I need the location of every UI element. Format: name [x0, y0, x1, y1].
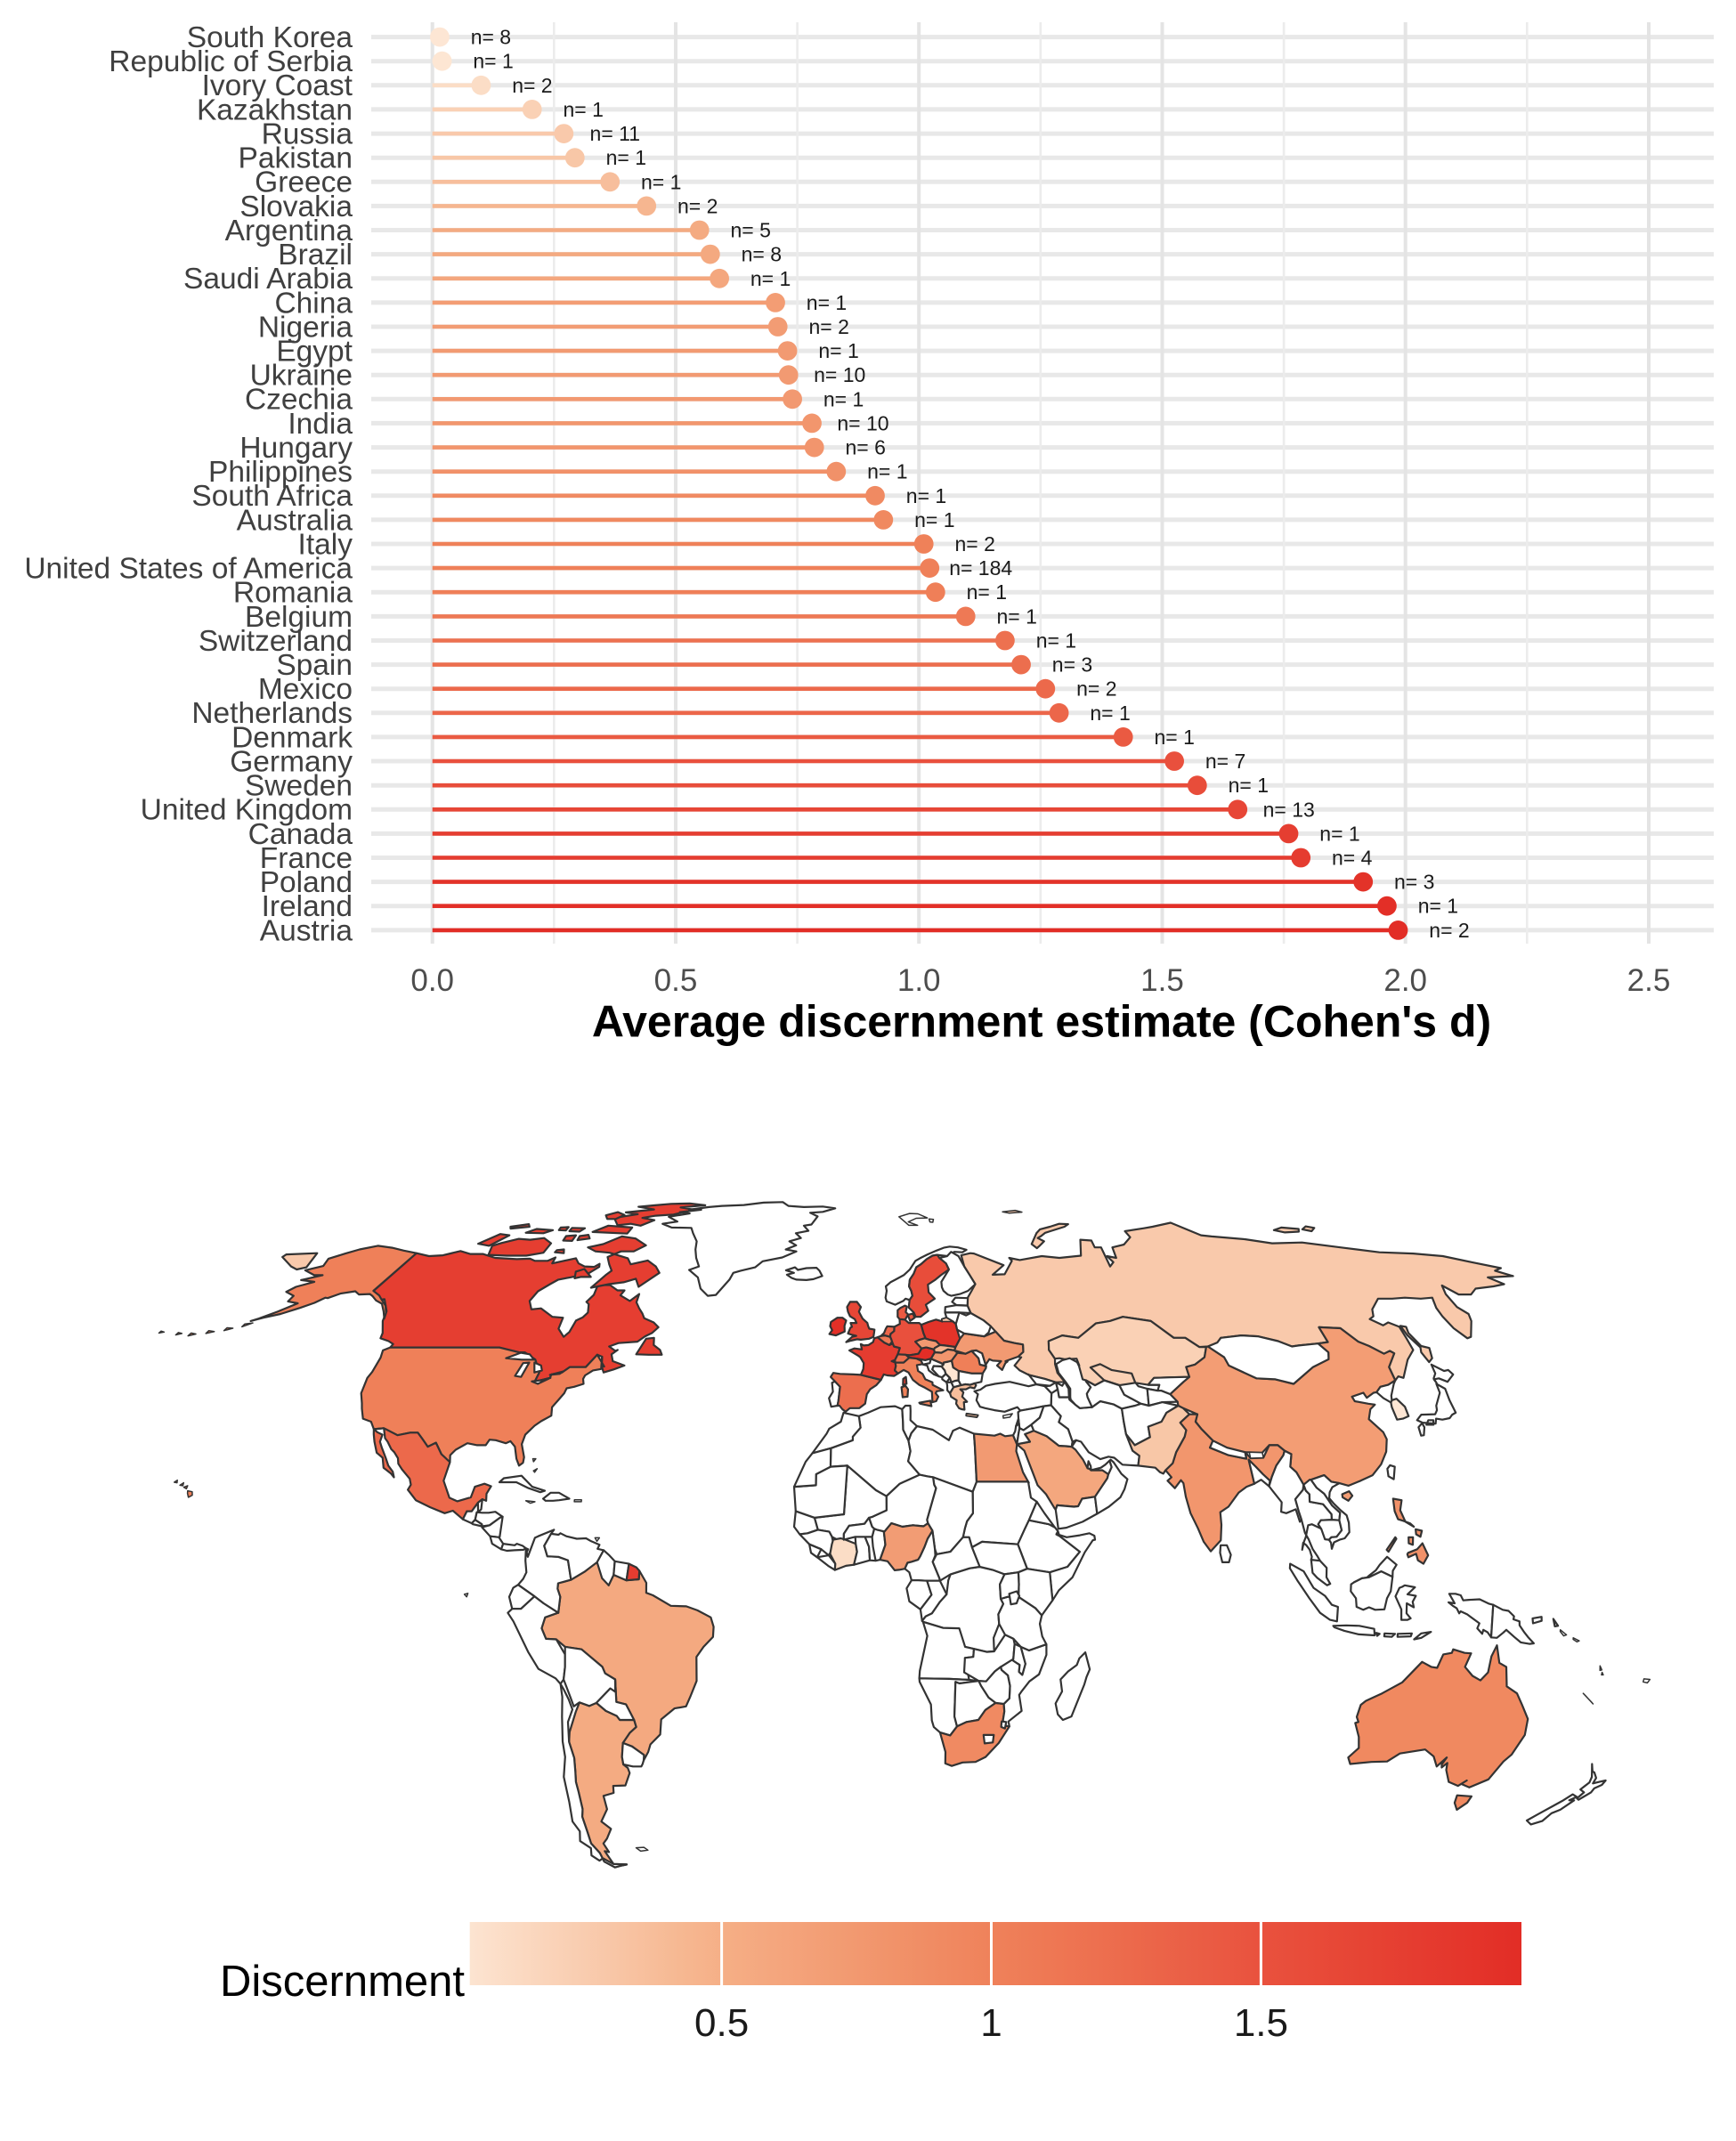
svg-text:Ireland: Ireland — [262, 890, 353, 923]
svg-text:n= 4: n= 4 — [1332, 847, 1373, 870]
svg-text:n= 11: n= 11 — [590, 122, 641, 145]
svg-text:1.5: 1.5 — [1140, 963, 1184, 998]
svg-text:n= 1: n= 1 — [563, 98, 603, 121]
svg-text:Belgium: Belgium — [245, 601, 353, 634]
svg-text:n= 184: n= 184 — [949, 556, 1012, 580]
svg-text:n= 1: n= 1 — [1229, 774, 1269, 797]
svg-text:Saudi Arabia: Saudi Arabia — [183, 263, 353, 296]
svg-text:n= 1: n= 1 — [1036, 629, 1076, 653]
svg-text:Argentina: Argentina — [225, 215, 353, 247]
svg-text:United States of America: United States of America — [24, 553, 353, 586]
svg-text:0.0: 0.0 — [410, 963, 454, 998]
svg-text:2.0: 2.0 — [1383, 963, 1427, 998]
svg-text:n= 1: n= 1 — [996, 604, 1036, 628]
svg-text:0.5: 0.5 — [694, 2001, 749, 2045]
svg-text:1: 1 — [980, 2001, 1002, 2045]
svg-text:n= 1: n= 1 — [807, 291, 847, 314]
svg-text:n= 10: n= 10 — [814, 363, 865, 386]
svg-text:Average discernment estimate (: Average discernment estimate (Cohen's d) — [592, 997, 1491, 1047]
svg-text:Pakistan: Pakistan — [239, 142, 353, 175]
svg-text:Austria: Austria — [260, 914, 353, 947]
svg-text:Germany: Germany — [230, 745, 353, 778]
svg-text:n= 2: n= 2 — [954, 532, 994, 556]
svg-text:Nigeria: Nigeria — [258, 311, 353, 344]
svg-text:Poland: Poland — [260, 866, 353, 899]
svg-text:Brazil: Brazil — [278, 239, 353, 272]
svg-text:n= 2: n= 2 — [1076, 677, 1116, 701]
svg-text:Greece: Greece — [255, 166, 353, 199]
svg-text:Sweden: Sweden — [245, 770, 353, 803]
svg-text:Discernment: Discernment — [220, 1958, 465, 2006]
svg-text:1.5: 1.5 — [1234, 2001, 1288, 2045]
svg-text:n= 1: n= 1 — [967, 580, 1007, 604]
svg-text:Hungary: Hungary — [239, 432, 353, 465]
svg-text:n= 1: n= 1 — [1154, 726, 1194, 749]
svg-text:France: France — [260, 842, 353, 875]
svg-text:n= 2: n= 2 — [512, 74, 552, 97]
svg-text:2.5: 2.5 — [1627, 963, 1671, 998]
svg-text:1.0: 1.0 — [897, 963, 941, 998]
svg-text:n= 10: n= 10 — [837, 411, 888, 434]
svg-text:n= 1: n= 1 — [641, 170, 681, 193]
svg-text:Denmark: Denmark — [231, 721, 353, 754]
svg-text:Slovakia: Slovakia — [239, 191, 353, 223]
svg-text:Netherlands: Netherlands — [191, 697, 353, 730]
svg-text:South Africa: South Africa — [191, 480, 353, 513]
svg-text:Italy: Italy — [298, 528, 353, 561]
svg-text:Kazakhstan: Kazakhstan — [197, 93, 353, 126]
svg-text:n= 2: n= 2 — [1429, 919, 1469, 942]
svg-text:n= 3: n= 3 — [1394, 871, 1434, 894]
svg-text:n= 1: n= 1 — [1319, 822, 1359, 845]
svg-text:n= 1: n= 1 — [823, 387, 864, 410]
svg-text:n= 1: n= 1 — [906, 484, 946, 507]
svg-text:Canada: Canada — [248, 818, 353, 851]
svg-text:Philippines: Philippines — [208, 456, 353, 489]
svg-text:n= 1: n= 1 — [606, 146, 646, 169]
svg-text:n= 5: n= 5 — [730, 219, 770, 242]
svg-text:n= 13: n= 13 — [1263, 798, 1315, 821]
svg-text:Egypt: Egypt — [276, 336, 353, 369]
svg-text:Australia: Australia — [237, 504, 353, 537]
svg-text:Russia: Russia — [262, 118, 353, 151]
svg-text:n= 3: n= 3 — [1052, 653, 1092, 677]
svg-text:n= 1: n= 1 — [1418, 895, 1458, 918]
svg-text:Mexico: Mexico — [258, 673, 353, 706]
svg-text:n= 8: n= 8 — [471, 26, 511, 49]
svg-text:Ukraine: Ukraine — [250, 360, 353, 393]
svg-text:n= 1: n= 1 — [473, 50, 513, 73]
svg-text:n= 2: n= 2 — [808, 315, 848, 338]
svg-text:n= 1: n= 1 — [867, 460, 907, 483]
svg-text:Czechia: Czechia — [245, 384, 353, 417]
svg-text:0.5: 0.5 — [654, 963, 698, 998]
svg-text:n= 6: n= 6 — [845, 436, 885, 459]
svg-text:China: China — [274, 287, 353, 320]
svg-text:n= 2: n= 2 — [677, 194, 718, 217]
svg-text:n= 1: n= 1 — [914, 508, 954, 531]
svg-text:Romania: Romania — [233, 577, 353, 610]
svg-text:Switzerland: Switzerland — [199, 625, 353, 658]
svg-text:India: India — [288, 408, 353, 441]
svg-text:n= 8: n= 8 — [742, 243, 782, 266]
svg-text:n= 1: n= 1 — [818, 339, 858, 362]
svg-text:Ivory Coast: Ivory Coast — [202, 69, 353, 102]
svg-text:South Korea: South Korea — [187, 21, 353, 54]
svg-text:n= 1: n= 1 — [1090, 702, 1130, 725]
svg-text:n= 1: n= 1 — [750, 267, 791, 290]
svg-text:Republic of Serbia: Republic of Serbia — [109, 45, 353, 78]
svg-text:Spain: Spain — [276, 649, 353, 682]
svg-text:n= 7: n= 7 — [1205, 750, 1245, 773]
svg-text:United Kingdom: United Kingdom — [141, 794, 353, 827]
